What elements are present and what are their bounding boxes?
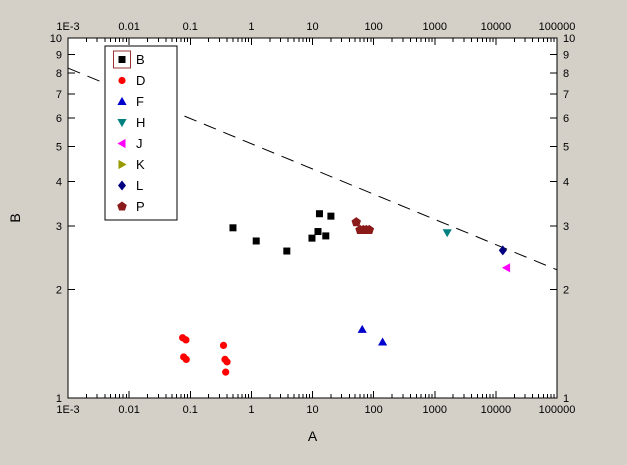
- x-tick-label-top: 1E-3: [56, 21, 79, 33]
- x-tick-label-bottom: 100: [364, 404, 382, 416]
- legend-label-L: L: [136, 178, 143, 193]
- x-tick-label-top: 1000: [423, 21, 447, 33]
- x-axis: 1E-3 1E-3 0.01 0.01 0.1 0.1 1 1 10 10 100 100 1000 10…: [56, 21, 575, 416]
- y-tick-label-right: 5: [563, 141, 569, 153]
- series-L: [498, 245, 507, 256]
- series-P: [351, 217, 375, 234]
- x-tick-label-top: 100: [364, 21, 382, 33]
- y-tick-label-right: 2: [563, 285, 569, 297]
- y-tick-label-right: 3: [563, 221, 569, 233]
- y-tick-label-right: 8: [563, 68, 569, 80]
- legend-box: [104, 45, 178, 221]
- x-tick-label-bottom: 1E-3: [56, 404, 79, 416]
- series-F: [357, 324, 388, 346]
- legend-label-F: F: [136, 94, 144, 109]
- legend-label-J: J: [136, 136, 143, 151]
- x-tick-label-top: 10000: [481, 21, 512, 33]
- y-axis-title: B: [7, 213, 23, 222]
- plot-frame: [67, 37, 558, 399]
- y-tick-label-left: 9: [56, 49, 62, 61]
- x-tick-label-top: 100000: [539, 21, 576, 33]
- y-tick-label-left: 1: [56, 393, 62, 405]
- x-tick-label-top: 0.1: [183, 21, 198, 33]
- y-tick-label-left: 6: [56, 113, 62, 125]
- series-J: [502, 263, 511, 273]
- legend-label-H: H: [136, 115, 145, 130]
- series-D: [179, 334, 231, 376]
- y-tick-label-right: 4: [563, 176, 569, 188]
- axis-titles: A: [308, 428, 318, 444]
- x-tick-label-bottom: 100000: [539, 404, 576, 416]
- x-tick-label-bottom: 1: [248, 404, 254, 416]
- legend-label-B: B: [136, 52, 145, 67]
- y-tick-label-left: 3: [56, 221, 62, 233]
- x-tick-label-top: 10: [306, 21, 318, 33]
- y-tick-label-left: 5: [56, 141, 62, 153]
- series-B: [229, 210, 335, 255]
- y-tick-label-right: 1: [563, 393, 569, 405]
- y-tick-label-right: 9: [563, 49, 569, 61]
- x-tick-label-top: 0.01: [118, 21, 139, 33]
- y-tick-label-left: 4: [56, 176, 62, 188]
- axis-titles-y: B: [7, 213, 23, 222]
- x-tick-label-bottom: 0.01: [118, 404, 139, 416]
- y-axis: 1 1 2 2 3 3 4 4 5 5 6 6 7 7 8 8 9 9 10 10: [50, 33, 576, 405]
- series-H: [442, 229, 452, 238]
- y-tick-label-left: 7: [56, 89, 62, 101]
- legend-label-P: P: [136, 199, 145, 214]
- x-tick-label-top: 1: [248, 21, 254, 33]
- x-tick-label-bottom: 0.1: [183, 404, 198, 416]
- legend-highlight-box: [113, 50, 131, 69]
- y-tick-label-left: 8: [56, 68, 62, 80]
- legend-label-D: D: [136, 73, 145, 88]
- x-axis-title: A: [308, 428, 318, 444]
- y-tick-label-right: 10: [563, 33, 575, 45]
- x-tick-label-bottom: 10000: [481, 404, 512, 416]
- y-tick-label-right: 7: [563, 89, 569, 101]
- y-tick-label-left: 2: [56, 285, 62, 297]
- y-tick-label-right: 6: [563, 113, 569, 125]
- legend-label-K: K: [136, 157, 145, 172]
- x-tick-label-bottom: 1000: [423, 404, 447, 416]
- y-tick-label-left: 10: [50, 33, 62, 45]
- x-tick-label-bottom: 10: [306, 404, 318, 416]
